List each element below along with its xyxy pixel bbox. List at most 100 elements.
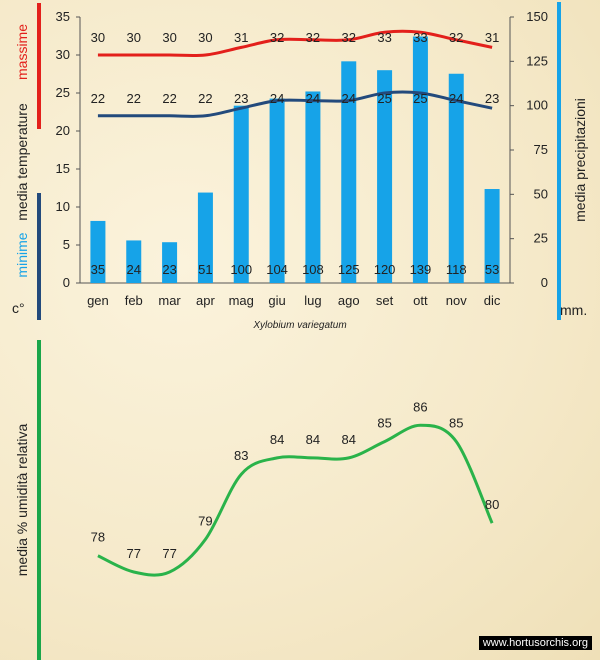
mean-temp-label: 25	[377, 91, 391, 106]
precip-label: 120	[374, 262, 396, 277]
precip-bar	[90, 220, 106, 283]
max-temp-label: 31	[234, 30, 248, 45]
precip-label: 51	[198, 262, 212, 277]
mean-temp-label: 25	[413, 91, 427, 106]
max-temp-label: 31	[485, 30, 499, 45]
precip-bar	[162, 242, 178, 283]
y-right-tick-label: 100	[526, 98, 548, 113]
mean-temp-label: 22	[127, 91, 141, 106]
precip-label: 118	[446, 262, 467, 277]
precip-bar	[197, 192, 213, 283]
massime-label: massime	[14, 24, 30, 80]
max-temp-label: 32	[306, 30, 320, 45]
x-tick-label: feb	[125, 293, 143, 308]
x-tick-label: mag	[229, 293, 254, 308]
media-temperature-label: media temperature	[14, 103, 30, 221]
precip-label: 108	[302, 262, 324, 277]
max-temp-label: 33	[377, 30, 391, 45]
x-tick-label: ott	[413, 293, 428, 308]
max-temp-label: 32	[449, 30, 463, 45]
humidity-label: 84	[342, 432, 356, 447]
x-tick-label: nov	[446, 293, 467, 308]
x-tick-label: gen	[87, 293, 109, 308]
species-label: Xylobium variegatum	[252, 320, 346, 330]
humidity-axis-label: media % umidità relativa	[14, 424, 30, 577]
precip-bar	[341, 61, 357, 284]
y-left-tick-label: 10	[56, 199, 70, 214]
humidity-label: 78	[91, 530, 105, 545]
max-temp-legend-bar	[37, 3, 41, 129]
precip-label: 125	[338, 262, 360, 277]
precip-bar	[484, 189, 500, 283]
x-tick-label: dic	[484, 293, 501, 308]
x-tick-label: ago	[338, 293, 360, 308]
precip-label: 139	[410, 262, 432, 277]
humidity-label: 77	[127, 546, 141, 561]
minime-label: minime	[14, 232, 30, 277]
y-left-tick-label: 25	[56, 85, 70, 100]
precip-bar	[269, 98, 285, 283]
y-right-tick-label: 0	[541, 275, 548, 290]
precip-label: 35	[91, 262, 105, 277]
max-temp-label: 30	[127, 30, 141, 45]
humidity-label: 77	[162, 546, 176, 561]
mean-temp-label: 24	[306, 91, 320, 106]
max-temp-label: 32	[270, 30, 284, 45]
y-left-tick-label: 35	[56, 9, 70, 24]
y-right-tick-label: 150	[526, 9, 548, 24]
max-temp-label: 30	[162, 30, 176, 45]
y-right-tick-label: 125	[526, 53, 548, 68]
mean-temp-label: 22	[91, 91, 105, 106]
precip-label: 100	[230, 262, 252, 277]
mean-temp-line	[97, 90, 493, 118]
precip-bar	[233, 105, 249, 284]
humidity-label: 85	[377, 416, 391, 431]
precip-label: 53	[485, 262, 499, 277]
mean-temp-label: 24	[270, 91, 284, 106]
y-right-tick-label: 25	[534, 231, 548, 246]
humidity-label: 84	[270, 432, 284, 447]
precip-bar	[412, 36, 428, 283]
x-tick-label: giu	[268, 293, 285, 308]
max-temp-line	[97, 29, 493, 58]
humidity-label: 83	[234, 448, 248, 463]
max-temp-label: 33	[413, 30, 427, 45]
mean-temp-label: 23	[485, 91, 499, 106]
mean-temp-label: 23	[234, 91, 248, 106]
max-temp-label: 30	[91, 30, 105, 45]
x-tick-label: lug	[304, 293, 321, 308]
precip-bar	[377, 70, 393, 283]
x-tick-label: mar	[158, 293, 181, 308]
y-left-tick-label: 20	[56, 123, 70, 138]
precip-label: 24	[127, 262, 141, 277]
x-tick-label: set	[376, 293, 394, 308]
unit-temp-label: c°	[12, 300, 25, 316]
unit-precip-label: mm.	[560, 302, 587, 318]
y-left-tick-label: 30	[56, 47, 70, 62]
humidity-label: 84	[306, 432, 320, 447]
precip-label: 104	[266, 262, 288, 277]
mean-temp-label: 22	[162, 91, 176, 106]
humidity-label: 79	[198, 513, 212, 528]
mean-temp-label: 24	[449, 91, 463, 106]
media-precipitazioni-label: media precipitazioni	[572, 98, 588, 222]
precip-legend-bar	[557, 2, 561, 320]
humidity-line	[97, 423, 494, 577]
max-temp-label: 32	[342, 30, 356, 45]
y-left-tick-label: 15	[56, 161, 70, 176]
mean-temp-label: 22	[198, 91, 212, 106]
max-temp-label: 30	[198, 30, 212, 45]
precip-label: 23	[162, 262, 176, 277]
mean-temp-label: 24	[342, 91, 356, 106]
precip-bar	[305, 91, 321, 283]
x-tick-label: apr	[196, 293, 215, 308]
temperature-precipitation-chart: 0 5 10 15 20 25 30 35 0 25 50 75 100 125 150 30 30 30 30 31…	[12, 2, 588, 330]
min-temp-legend-bar	[37, 193, 41, 320]
precip-bar	[126, 240, 142, 283]
humidity-label: 86	[413, 399, 427, 414]
credit-label: www.hortusorchis.org	[478, 636, 592, 650]
humidity-label: 80	[485, 497, 499, 512]
y-right-tick-label: 75	[534, 142, 548, 157]
y-left-tick-label: 0	[63, 275, 70, 290]
